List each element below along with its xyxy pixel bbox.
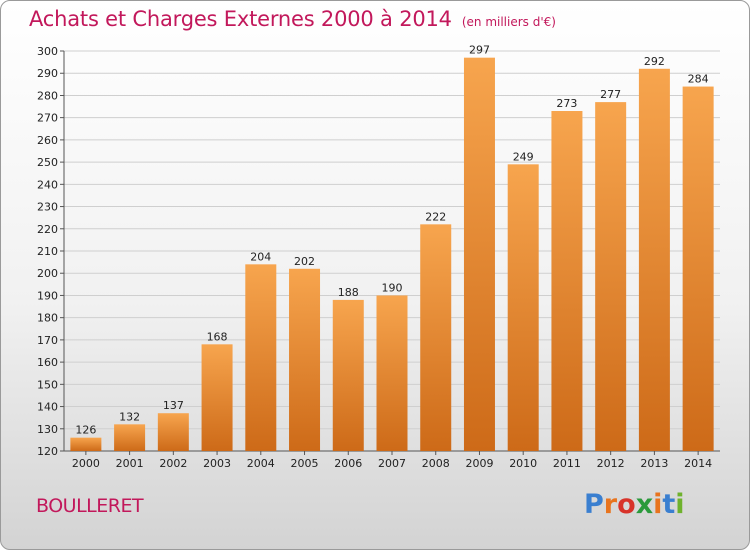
x-tick-label-2006: 2006 bbox=[334, 457, 362, 470]
y-tick-label: 300 bbox=[37, 45, 58, 58]
y-tick-labels: 120 130 140 150 160 170 180 190 200 210 220 230 240 2… bbox=[37, 45, 58, 458]
y-tick-label: 150 bbox=[37, 378, 58, 391]
chart-title: Achats et Charges Externes 2000 à 2014 bbox=[29, 7, 452, 31]
data-label-2008: 222 bbox=[425, 210, 446, 223]
data-label-2011: 273 bbox=[556, 97, 577, 110]
bar-2011 bbox=[551, 111, 583, 451]
logo-letter: i bbox=[653, 489, 663, 520]
y-tick-label: 260 bbox=[37, 134, 58, 147]
y-tick-label: 210 bbox=[37, 245, 58, 258]
bar-2014 bbox=[682, 86, 714, 452]
data-label-2003: 168 bbox=[207, 330, 228, 343]
x-tick-label-2000: 2000 bbox=[72, 457, 100, 470]
bar-2004 bbox=[245, 264, 277, 451]
logo-letter: t bbox=[662, 489, 676, 520]
logo-letter: o bbox=[617, 489, 636, 520]
x-tick-label-2010: 2010 bbox=[509, 457, 537, 470]
logo-letter: x bbox=[635, 489, 654, 520]
data-label-2000: 126 bbox=[75, 424, 96, 437]
bar-2006 bbox=[332, 299, 364, 451]
x-tick-labels: 2000 2001 2002 2003 2004 2005 2006 2007 2008 2009… bbox=[72, 457, 712, 470]
logo-letter: P bbox=[584, 489, 604, 520]
data-labels: 126 132 137 168 204 202 188 190 222 297 249 273 277 2… bbox=[75, 44, 708, 437]
x-tick-label-2014: 2014 bbox=[684, 457, 712, 470]
x-tick-label-2002: 2002 bbox=[159, 457, 187, 470]
data-label-2009: 297 bbox=[469, 44, 490, 57]
bar-2002 bbox=[157, 413, 189, 451]
y-tick-label: 240 bbox=[37, 178, 58, 191]
y-tick-label: 190 bbox=[37, 289, 58, 302]
y-tick-label: 130 bbox=[37, 423, 58, 436]
x-tick-label-2003: 2003 bbox=[203, 457, 231, 470]
place-name: BOULLERET bbox=[36, 495, 144, 517]
bar-2009 bbox=[463, 57, 495, 452]
data-label-2014: 284 bbox=[688, 73, 709, 86]
data-label-2006: 188 bbox=[338, 286, 359, 299]
y-tick-label: 250 bbox=[37, 156, 58, 169]
bar-2003 bbox=[201, 344, 233, 451]
x-tick-label-2012: 2012 bbox=[597, 457, 625, 470]
chart-header: Achats et Charges Externes 2000 à 2014 (e… bbox=[29, 7, 556, 31]
proxiti-logo[interactable]: Proxiti bbox=[584, 489, 685, 520]
x-tick-label-2011: 2011 bbox=[553, 457, 581, 470]
data-label-2010: 249 bbox=[513, 150, 534, 163]
x-tick-label-2009: 2009 bbox=[465, 457, 493, 470]
y-tick-label: 160 bbox=[37, 356, 58, 369]
chart-subtitle: (en milliers d'€) bbox=[461, 15, 556, 29]
bar-2010 bbox=[507, 164, 539, 452]
y-tick-label: 180 bbox=[37, 312, 58, 325]
x-tick-label-2013: 2013 bbox=[640, 457, 668, 470]
data-label-2004: 204 bbox=[250, 250, 271, 263]
x-tick-label-2004: 2004 bbox=[247, 457, 275, 470]
data-label-2013: 292 bbox=[644, 55, 665, 68]
y-tick-label: 120 bbox=[37, 445, 58, 458]
data-label-2001: 132 bbox=[119, 410, 140, 423]
bars bbox=[70, 57, 714, 452]
x-tick-label-2008: 2008 bbox=[422, 457, 450, 470]
data-label-2007: 190 bbox=[382, 281, 403, 294]
bar-2001 bbox=[114, 424, 146, 451]
bar-2005 bbox=[289, 268, 321, 451]
y-tick-label: 140 bbox=[37, 401, 58, 414]
y-tick-label: 270 bbox=[37, 112, 58, 125]
y-tick-label: 290 bbox=[37, 67, 58, 80]
y-tick-label: 230 bbox=[37, 201, 58, 214]
bar-2012 bbox=[595, 102, 627, 451]
y-tick-label: 170 bbox=[37, 334, 58, 347]
x-tick-label-2007: 2007 bbox=[378, 457, 406, 470]
y-tick-label: 220 bbox=[37, 223, 58, 236]
bar-2008 bbox=[420, 224, 452, 451]
data-label-2002: 137 bbox=[163, 399, 184, 412]
bar-2007 bbox=[376, 295, 408, 451]
y-tick-label: 280 bbox=[37, 89, 58, 102]
y-tick-label: 200 bbox=[37, 267, 58, 280]
data-label-2005: 202 bbox=[294, 255, 315, 268]
bar-2000 bbox=[70, 437, 102, 451]
x-tick-label-2001: 2001 bbox=[116, 457, 144, 470]
logo-letter: r bbox=[603, 489, 618, 520]
bar-2013 bbox=[638, 68, 670, 452]
data-label-2012: 277 bbox=[600, 88, 621, 101]
x-tick-label-2005: 2005 bbox=[291, 457, 319, 470]
logo-letter: i bbox=[675, 489, 685, 520]
